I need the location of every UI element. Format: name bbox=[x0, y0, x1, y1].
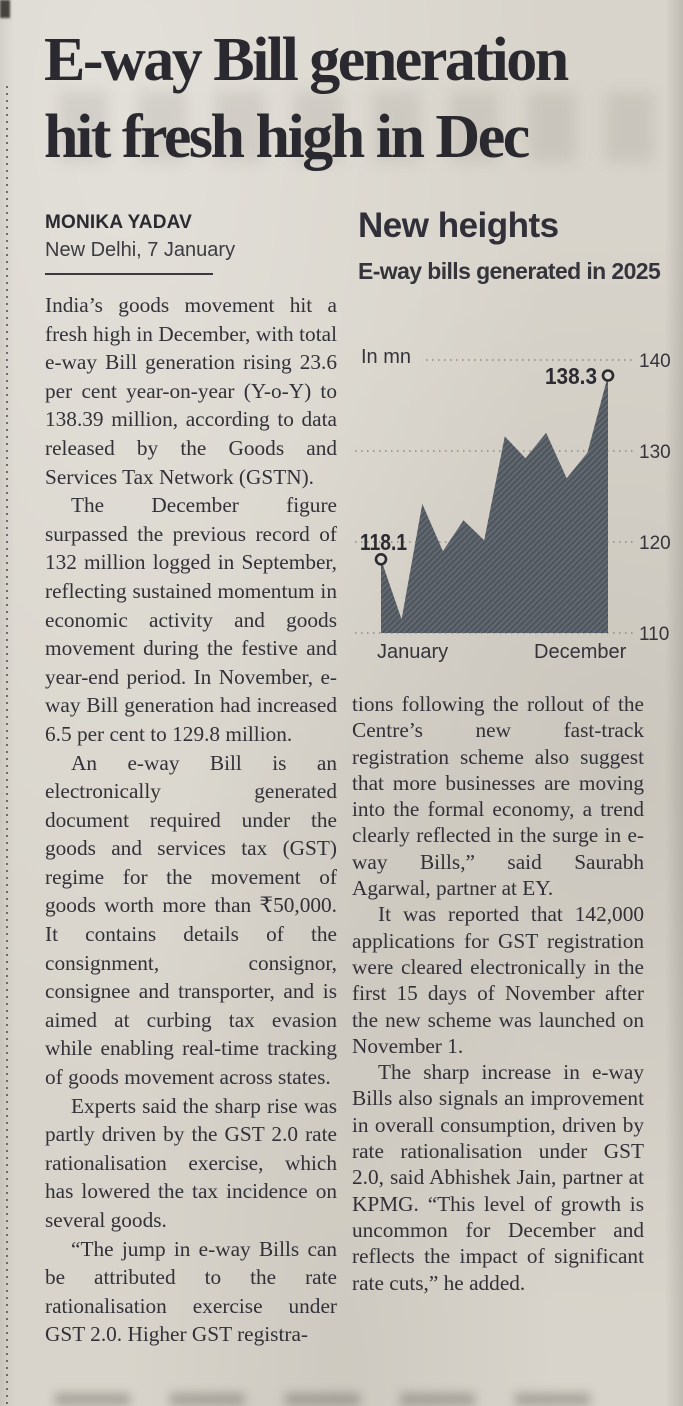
paragraph: tions following the rollout of the Centr… bbox=[352, 692, 644, 901]
y-axis-tick-label: 140 bbox=[639, 351, 671, 372]
paragraph: Experts said the sharp rise was partly d… bbox=[45, 1093, 337, 1232]
paragraph: An e-way Bill is an electronically gener… bbox=[45, 750, 337, 1090]
x-axis-label-january: January bbox=[377, 641, 448, 663]
byline-author: MONIKA YADAV bbox=[45, 212, 193, 233]
scan-corner-mark bbox=[0, 0, 10, 18]
y-axis-unit-label: In mn bbox=[361, 346, 411, 368]
paragraph: The December figure surpassed the previo… bbox=[45, 493, 337, 746]
chart-markers bbox=[374, 369, 615, 566]
data-point-marker bbox=[374, 553, 388, 566]
chart-subtitle: E-way bills generated in 2025 bbox=[358, 258, 661, 284]
y-axis-tick-label: 120 bbox=[639, 533, 671, 554]
byline-divider bbox=[45, 273, 213, 275]
paragraph: India’s goods movement hit a fresh high … bbox=[45, 293, 337, 489]
annotation-january-value: 118.1 bbox=[360, 529, 407, 555]
data-point-marker bbox=[601, 369, 615, 382]
annotation-december-value: 138.3 bbox=[545, 363, 597, 389]
body-column-right: tions following the rollout of the Centr… bbox=[352, 691, 644, 1296]
eway-area-chart: 140 130 120 110 In mn 118.1 138.3 January D… bbox=[355, 346, 671, 663]
headline-line-1: E-way Bill generation bbox=[44, 26, 569, 94]
column-dotted-rule bbox=[6, 86, 8, 1406]
bleed-through-smudge-top bbox=[60, 92, 658, 162]
paragraph: “The jump in e-way Bills can be attribut… bbox=[45, 1236, 337, 1347]
paragraph: It was reported that 142,000 application… bbox=[352, 902, 644, 1058]
area-shape bbox=[381, 375, 608, 633]
y-axis-tick-label: 110 bbox=[639, 624, 669, 645]
headline-line-2: hit fresh high in Dec bbox=[44, 103, 530, 171]
body-column-left: India’s goods movement hit a fresh high … bbox=[45, 291, 337, 1349]
byline-dateline: New Delhi, 7 January bbox=[45, 239, 236, 261]
y-axis-tick-label: 130 bbox=[639, 442, 671, 463]
article-headline: E-way Bill generation hit fresh high in … bbox=[44, 22, 654, 176]
paragraph: The sharp increase in e-way Bills also s… bbox=[352, 1060, 644, 1295]
chart-title: New heights bbox=[358, 206, 559, 245]
x-axis-label-december: December bbox=[534, 641, 627, 663]
bleed-through-smudge-bottom bbox=[55, 1393, 625, 1406]
